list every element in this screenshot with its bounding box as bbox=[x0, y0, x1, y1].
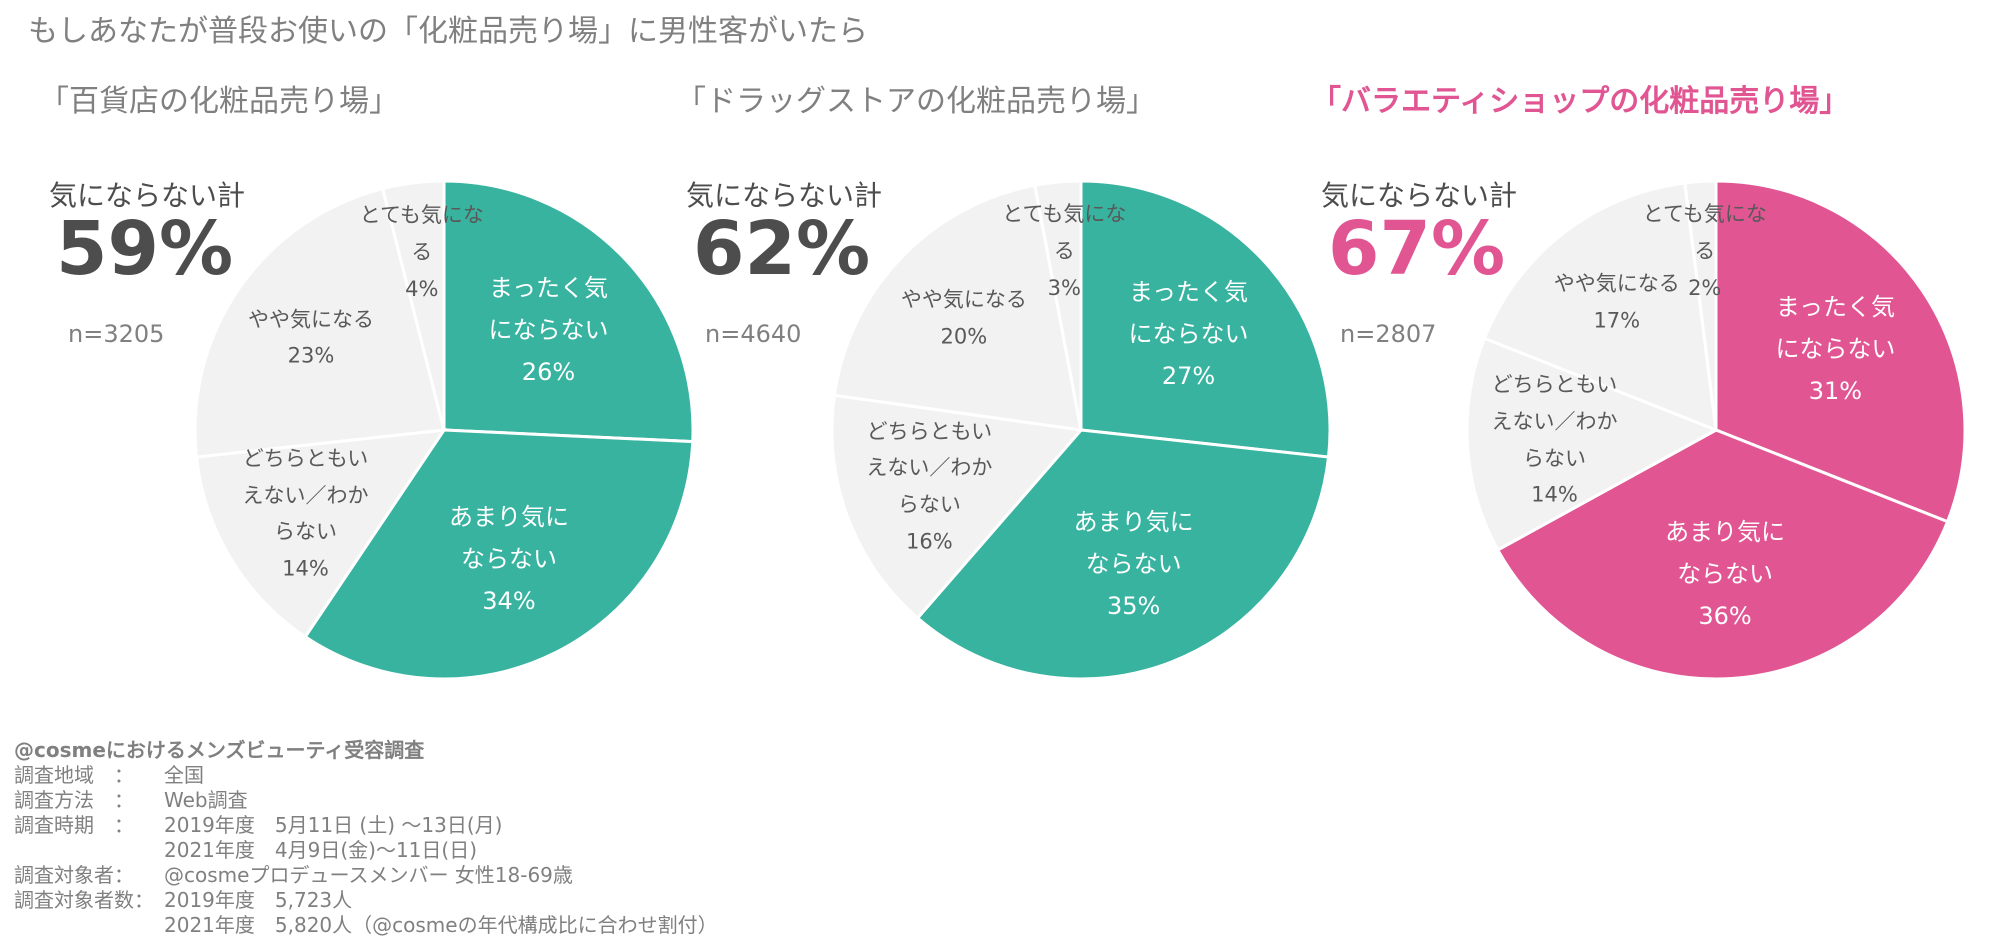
pie-slice bbox=[442, 179, 695, 444]
pie-slice bbox=[915, 428, 1331, 681]
sample-size: n=3205 bbox=[68, 320, 165, 348]
notes-heading: @cosmeにおけるメンズビューティ受容調査 bbox=[14, 738, 425, 762]
pie-slice bbox=[194, 428, 448, 639]
slice-label: とても気になる 3% bbox=[998, 196, 1130, 306]
pie-slice bbox=[832, 183, 1083, 432]
slice-value: 27% bbox=[1161, 361, 1216, 390]
notes-row: 調査対象者： @cosmeプロデュースメンバー 女性18-69歳 bbox=[14, 863, 718, 888]
notes-key: 調査時期 ： bbox=[14, 813, 134, 837]
slice-name: あまり気にならない bbox=[1665, 518, 1786, 589]
slice-label: とても気になる 4% bbox=[356, 197, 488, 307]
notes-value: 2019年度 5,723人 bbox=[164, 888, 353, 912]
notes-value: @cosmeプロデュースメンバー 女性18-69歳 bbox=[164, 863, 573, 887]
slice-value: 20% bbox=[940, 324, 988, 349]
page-title: もしあなたが普段お使いの「化粧品売り場」に男性客がいたら bbox=[28, 14, 868, 49]
pie-slice bbox=[193, 186, 446, 459]
notes-row: 2021年度 4月9日(金)～11日(日) bbox=[14, 838, 718, 863]
pie-title: 「バラエティショップの化粧品売り場」 bbox=[1311, 84, 1850, 119]
slice-label: まったく気にならない 27% bbox=[1125, 271, 1252, 397]
notes-value: 2019年度 5月11日 (土) ～13日(月) bbox=[164, 813, 503, 837]
slice-label: まったく気にならない 31% bbox=[1772, 286, 1899, 412]
slice-name: とても気になる bbox=[359, 202, 484, 264]
notes-key: 調査対象者： bbox=[14, 863, 134, 887]
slice-label: まったく気にならない 26% bbox=[485, 267, 612, 393]
notes-row: 2021年度 5,820人（@cosmeの年代構成比に合わせ割付） bbox=[14, 913, 718, 938]
pie-slice bbox=[380, 179, 446, 431]
pie-slice bbox=[1465, 336, 1720, 552]
slice-name: まったく気にならない bbox=[1775, 292, 1896, 363]
slice-value: 31% bbox=[1808, 376, 1863, 405]
pie-slice bbox=[1482, 181, 1718, 433]
pie-title: 「ドラッグストアの化粧品売り場」 bbox=[676, 84, 1156, 119]
slice-label: やや気になる 17% bbox=[1551, 265, 1683, 339]
slice-label: とても気になる 2% bbox=[1639, 196, 1771, 306]
slice-name: まったく気にならない bbox=[488, 274, 609, 345]
pie-slice bbox=[1683, 179, 1718, 431]
summary-value: 59% bbox=[56, 206, 234, 292]
pie-title: 「百貨店の化粧品売り場」 bbox=[39, 84, 399, 119]
pie-slice bbox=[303, 428, 695, 681]
pie-slice bbox=[1079, 179, 1332, 459]
notes-key bbox=[14, 838, 164, 863]
slice-value: 14% bbox=[282, 556, 329, 581]
slice-name: やや気になる bbox=[900, 287, 1027, 312]
slice-name: やや気になる bbox=[248, 306, 375, 331]
summary-title: 気にならない計 bbox=[1321, 179, 1518, 212]
slice-name: やや気になる bbox=[1553, 271, 1680, 296]
slice-label: どちらともいえない／わからない 14% bbox=[1488, 367, 1620, 514]
pie-slice bbox=[830, 393, 1084, 621]
notes-row: 調査時期 ： 2019年度 5月11日 (土) ～13日(月) bbox=[14, 813, 718, 838]
slice-value: 16% bbox=[906, 529, 953, 554]
slice-label: どちらともいえない／わからない 16% bbox=[863, 413, 995, 560]
slice-label: やや気になる 23% bbox=[245, 301, 377, 375]
slice-name: あまり気にならない bbox=[448, 502, 569, 573]
slice-label: あまり気にならない 34% bbox=[445, 496, 572, 622]
pie-slice bbox=[1495, 428, 1950, 681]
slice-value: 36% bbox=[1698, 602, 1752, 631]
notes-value: 全国 bbox=[164, 763, 204, 787]
slice-name: どちらともいえない／わからない bbox=[1491, 372, 1618, 471]
notes-value: 2021年度 5,820人（@cosmeの年代構成比に合わせ割付） bbox=[164, 913, 718, 937]
slice-value: 26% bbox=[521, 358, 576, 387]
slice-name: まったく気にならない bbox=[1128, 277, 1249, 348]
slice-value: 35% bbox=[1106, 592, 1161, 621]
pie-slice bbox=[1033, 179, 1083, 431]
notes-key: 調査対象者数： bbox=[14, 888, 154, 912]
notes: @cosmeにおけるメンズビューティ受容調査 調査地域 ： 全国調査方法 ： Web… bbox=[14, 738, 718, 938]
notes-value: 2021年度 4月9日(金)～11日(日) bbox=[164, 838, 478, 862]
summary-title: 気にならない計 bbox=[686, 179, 883, 212]
slice-value: 4% bbox=[405, 276, 439, 301]
notes-key bbox=[14, 913, 164, 938]
summary-value: 62% bbox=[693, 206, 871, 292]
notes-key: 調査方法 ： bbox=[14, 788, 134, 812]
slice-value: 14% bbox=[1531, 482, 1578, 507]
pie-slice bbox=[1714, 179, 1967, 524]
slice-name: どちらともいえない／わからない bbox=[242, 446, 369, 544]
slice-value: 23% bbox=[287, 343, 335, 368]
slice-label: あまり気にならない 35% bbox=[1070, 501, 1197, 627]
slice-name: どちらともいえない／わからない bbox=[866, 419, 993, 517]
slice-label: どちらともいえない／わからない 14% bbox=[239, 440, 371, 587]
summary-title: 気にならない計 bbox=[49, 179, 246, 212]
slice-name: あまり気にならない bbox=[1073, 508, 1194, 579]
notes-row: 調査方法 ： Web調査 bbox=[14, 788, 718, 813]
sample-size: n=4640 bbox=[705, 320, 802, 348]
slice-value: 34% bbox=[482, 586, 536, 615]
summary-value: 67% bbox=[1328, 206, 1506, 292]
slice-label: やや気になる 20% bbox=[898, 282, 1030, 356]
slice-label: あまり気にならない 36% bbox=[1661, 511, 1788, 637]
slice-value: 2% bbox=[1688, 275, 1722, 300]
notes-row: 調査対象者数： 2019年度 5,723人 bbox=[14, 888, 718, 913]
notes-row: 調査地域 ： 全国 bbox=[14, 763, 718, 788]
slice-name: とても気になる bbox=[1002, 202, 1127, 264]
sample-size: n=2807 bbox=[1340, 320, 1437, 348]
slice-name: とても気になる bbox=[1642, 201, 1767, 263]
notes-key: 調査地域 ： bbox=[14, 763, 134, 787]
notes-value: Web調査 bbox=[164, 788, 248, 812]
slice-value: 3% bbox=[1047, 275, 1081, 300]
slice-value: 17% bbox=[1593, 308, 1641, 333]
